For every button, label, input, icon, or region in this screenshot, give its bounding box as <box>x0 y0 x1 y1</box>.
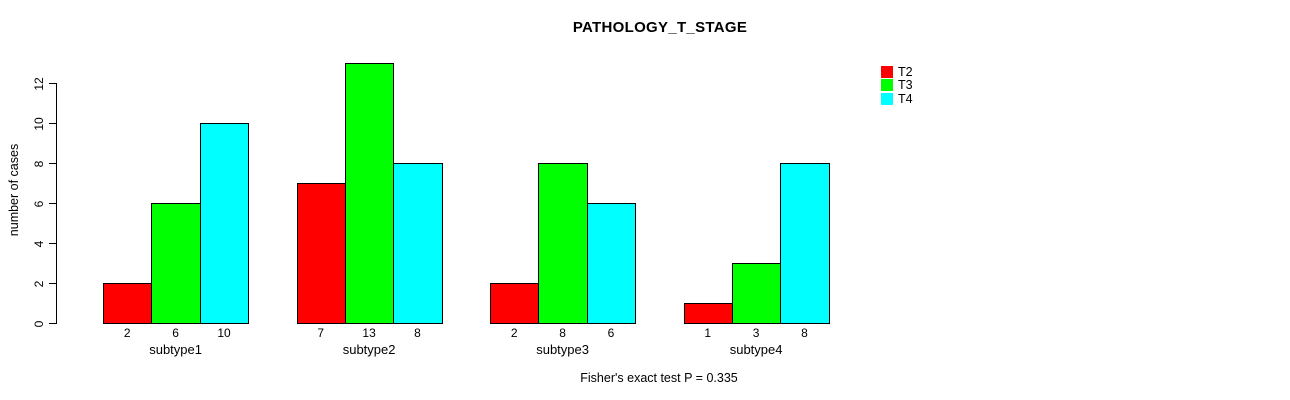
bar-t4-subtype3 <box>586 203 637 324</box>
x-category-label: subtype3 <box>536 342 589 357</box>
bar-value-label: 1 <box>704 326 712 340</box>
legend-swatch-t4 <box>881 92 893 105</box>
bar-t2-subtype1 <box>103 283 153 324</box>
legend: T2 T3 T4 <box>881 65 913 106</box>
bar-t2-subtype4 <box>683 303 733 324</box>
legend-label: T4 <box>898 91 913 106</box>
y-tick <box>49 83 56 84</box>
x-category-label: subtype2 <box>342 342 396 357</box>
bar-value-label: 6 <box>607 326 615 340</box>
bar-value-label: 2 <box>123 326 131 340</box>
y-tick-label: 12 <box>32 76 46 91</box>
bar-t3-subtype2 <box>344 63 395 324</box>
y-tick-label: 10 <box>32 116 46 131</box>
y-tick <box>49 163 56 164</box>
bar-t4-subtype2 <box>393 163 443 324</box>
bar-value-label: 13 <box>362 326 376 340</box>
legend-item: T4 <box>881 92 913 106</box>
y-tick-label: 6 <box>32 200 46 207</box>
y-axis-line <box>56 83 57 324</box>
bar-value-label: 3 <box>752 326 760 340</box>
bar-t3-subtype1 <box>151 203 201 324</box>
legend-item: T3 <box>881 79 913 93</box>
y-tick <box>49 123 56 124</box>
caption: Fisher's exact test P = 0.335 <box>580 371 738 385</box>
x-category-label: subtype4 <box>729 342 783 357</box>
y-tick-label: 2 <box>32 280 46 287</box>
legend-swatch-t2 <box>881 65 893 78</box>
bar-value-label: 6 <box>172 326 179 340</box>
y-tick-label: 8 <box>32 160 46 167</box>
bar-value-label: 10 <box>217 326 231 340</box>
legend-item: T2 <box>881 65 913 79</box>
bar-value-label: 7 <box>317 326 325 340</box>
bar-value-label: 8 <box>414 326 421 340</box>
bar-t2-subtype3 <box>490 283 540 324</box>
legend-swatch-t3 <box>881 79 893 92</box>
x-category-label: subtype1 <box>149 342 202 357</box>
chart-title: PATHOLOGY_T_STAGE <box>572 19 748 36</box>
legend-label: T3 <box>898 78 913 93</box>
bar-t2-subtype2 <box>296 183 346 324</box>
y-tick <box>49 323 56 324</box>
bar-value-label: 8 <box>801 326 808 340</box>
y-tick <box>49 243 56 244</box>
bar-t4-subtype1 <box>199 123 250 324</box>
bar-t3-subtype4 <box>731 263 782 324</box>
y-tick <box>49 203 56 204</box>
bar-value-label: 2 <box>510 326 518 340</box>
bar-t3-subtype3 <box>538 163 588 324</box>
y-tick <box>49 283 56 284</box>
y-tick-label: 4 <box>32 240 46 247</box>
bar-t4-subtype4 <box>780 163 830 324</box>
bar-value-label: 8 <box>559 326 566 340</box>
legend-label: T2 <box>898 64 913 79</box>
y-tick-label: 0 <box>32 320 46 327</box>
